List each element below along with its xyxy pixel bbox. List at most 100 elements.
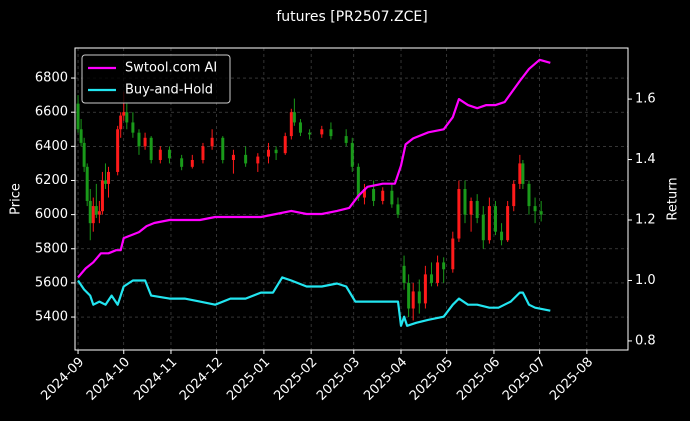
candle bbox=[381, 187, 385, 205]
candle-body bbox=[533, 206, 537, 212]
return-line bbox=[77, 276, 551, 327]
candle bbox=[190, 154, 194, 169]
candle-body bbox=[350, 142, 354, 167]
candle-body bbox=[180, 158, 184, 167]
candle bbox=[442, 257, 446, 283]
y2-tick-label: 0.8 bbox=[635, 333, 656, 348]
candle bbox=[429, 262, 433, 287]
candle-body bbox=[356, 166, 360, 198]
y-tick-label: 6200 bbox=[35, 173, 68, 188]
candle-body bbox=[381, 190, 385, 201]
candle-body bbox=[167, 149, 171, 159]
candle bbox=[396, 197, 400, 219]
candle-body bbox=[518, 163, 522, 184]
candle-body bbox=[362, 189, 366, 198]
candle-body bbox=[539, 211, 543, 215]
candle-body bbox=[85, 166, 89, 201]
candle bbox=[533, 197, 537, 224]
candle bbox=[266, 142, 270, 164]
candle bbox=[500, 223, 504, 246]
y-tick-label: 5800 bbox=[35, 241, 68, 256]
candle-body bbox=[512, 183, 516, 207]
candle bbox=[320, 125, 324, 138]
candle bbox=[149, 136, 153, 164]
candle bbox=[417, 279, 421, 314]
candle-body bbox=[149, 137, 153, 160]
candle bbox=[512, 180, 516, 212]
candle-body bbox=[122, 112, 126, 116]
plot-frame bbox=[74, 47, 629, 351]
y-tick-label: 6800 bbox=[35, 71, 68, 86]
candle-body bbox=[244, 154, 248, 164]
candle bbox=[103, 163, 107, 190]
candle bbox=[289, 108, 293, 140]
candle bbox=[283, 132, 287, 155]
candle bbox=[76, 95, 80, 133]
y-tick-label: 6600 bbox=[35, 105, 68, 120]
candle bbox=[463, 180, 467, 224]
candle-body bbox=[457, 189, 461, 239]
candle bbox=[116, 125, 120, 176]
candle bbox=[423, 265, 427, 309]
candle-body bbox=[266, 149, 270, 157]
candle-body bbox=[344, 136, 348, 143]
candle-body bbox=[82, 142, 86, 167]
candle-body bbox=[396, 204, 400, 215]
candle-body bbox=[231, 154, 235, 160]
candle bbox=[107, 166, 111, 198]
y2-tick-label: 1.6 bbox=[635, 92, 656, 107]
candle-body bbox=[527, 183, 531, 207]
candle bbox=[436, 255, 440, 287]
candle bbox=[91, 197, 95, 232]
candle bbox=[451, 231, 455, 273]
candle-body bbox=[292, 112, 296, 123]
candle-body bbox=[201, 146, 205, 160]
candle bbox=[100, 171, 104, 215]
candle-body bbox=[210, 137, 214, 147]
candle-body bbox=[308, 132, 312, 135]
candle-body bbox=[423, 274, 427, 304]
candle-body bbox=[500, 231, 504, 241]
candle-body bbox=[463, 189, 467, 215]
candle-body bbox=[137, 132, 141, 147]
y-tick-label: 5400 bbox=[35, 310, 68, 325]
candle-body bbox=[283, 136, 287, 154]
candle-body bbox=[481, 214, 485, 241]
candle bbox=[201, 142, 205, 164]
candle bbox=[231, 149, 235, 174]
candle bbox=[256, 153, 260, 172]
candle bbox=[94, 183, 98, 219]
candle bbox=[137, 129, 141, 155]
candle bbox=[407, 274, 411, 318]
candle-body bbox=[289, 112, 293, 137]
candle bbox=[131, 112, 135, 138]
candle bbox=[469, 197, 473, 232]
chart-title: futures [PR2507.ZCE] bbox=[276, 9, 427, 25]
candle-body bbox=[100, 180, 104, 212]
candle-body bbox=[88, 200, 92, 224]
candle bbox=[506, 200, 510, 242]
candle-body bbox=[131, 122, 135, 133]
candle-body bbox=[91, 206, 95, 224]
candle bbox=[97, 200, 101, 224]
candle-body bbox=[407, 282, 411, 309]
candle-body bbox=[221, 137, 225, 160]
candle bbox=[518, 154, 522, 190]
candle-body bbox=[103, 180, 107, 184]
candle bbox=[362, 183, 366, 205]
candle bbox=[119, 112, 123, 138]
candle bbox=[292, 98, 296, 126]
y-axis-label: Price bbox=[9, 183, 24, 215]
candle-body bbox=[475, 200, 479, 219]
candle bbox=[221, 136, 225, 164]
legend-label: Swtool.com AI bbox=[125, 61, 217, 76]
candle bbox=[125, 103, 129, 130]
candle-body bbox=[256, 156, 260, 164]
candle bbox=[88, 189, 92, 241]
candle bbox=[527, 180, 531, 215]
candle-body bbox=[97, 211, 101, 215]
legend-label: Buy-and-Hold bbox=[125, 83, 213, 98]
return-line bbox=[77, 58, 551, 279]
candle-body bbox=[274, 149, 278, 154]
